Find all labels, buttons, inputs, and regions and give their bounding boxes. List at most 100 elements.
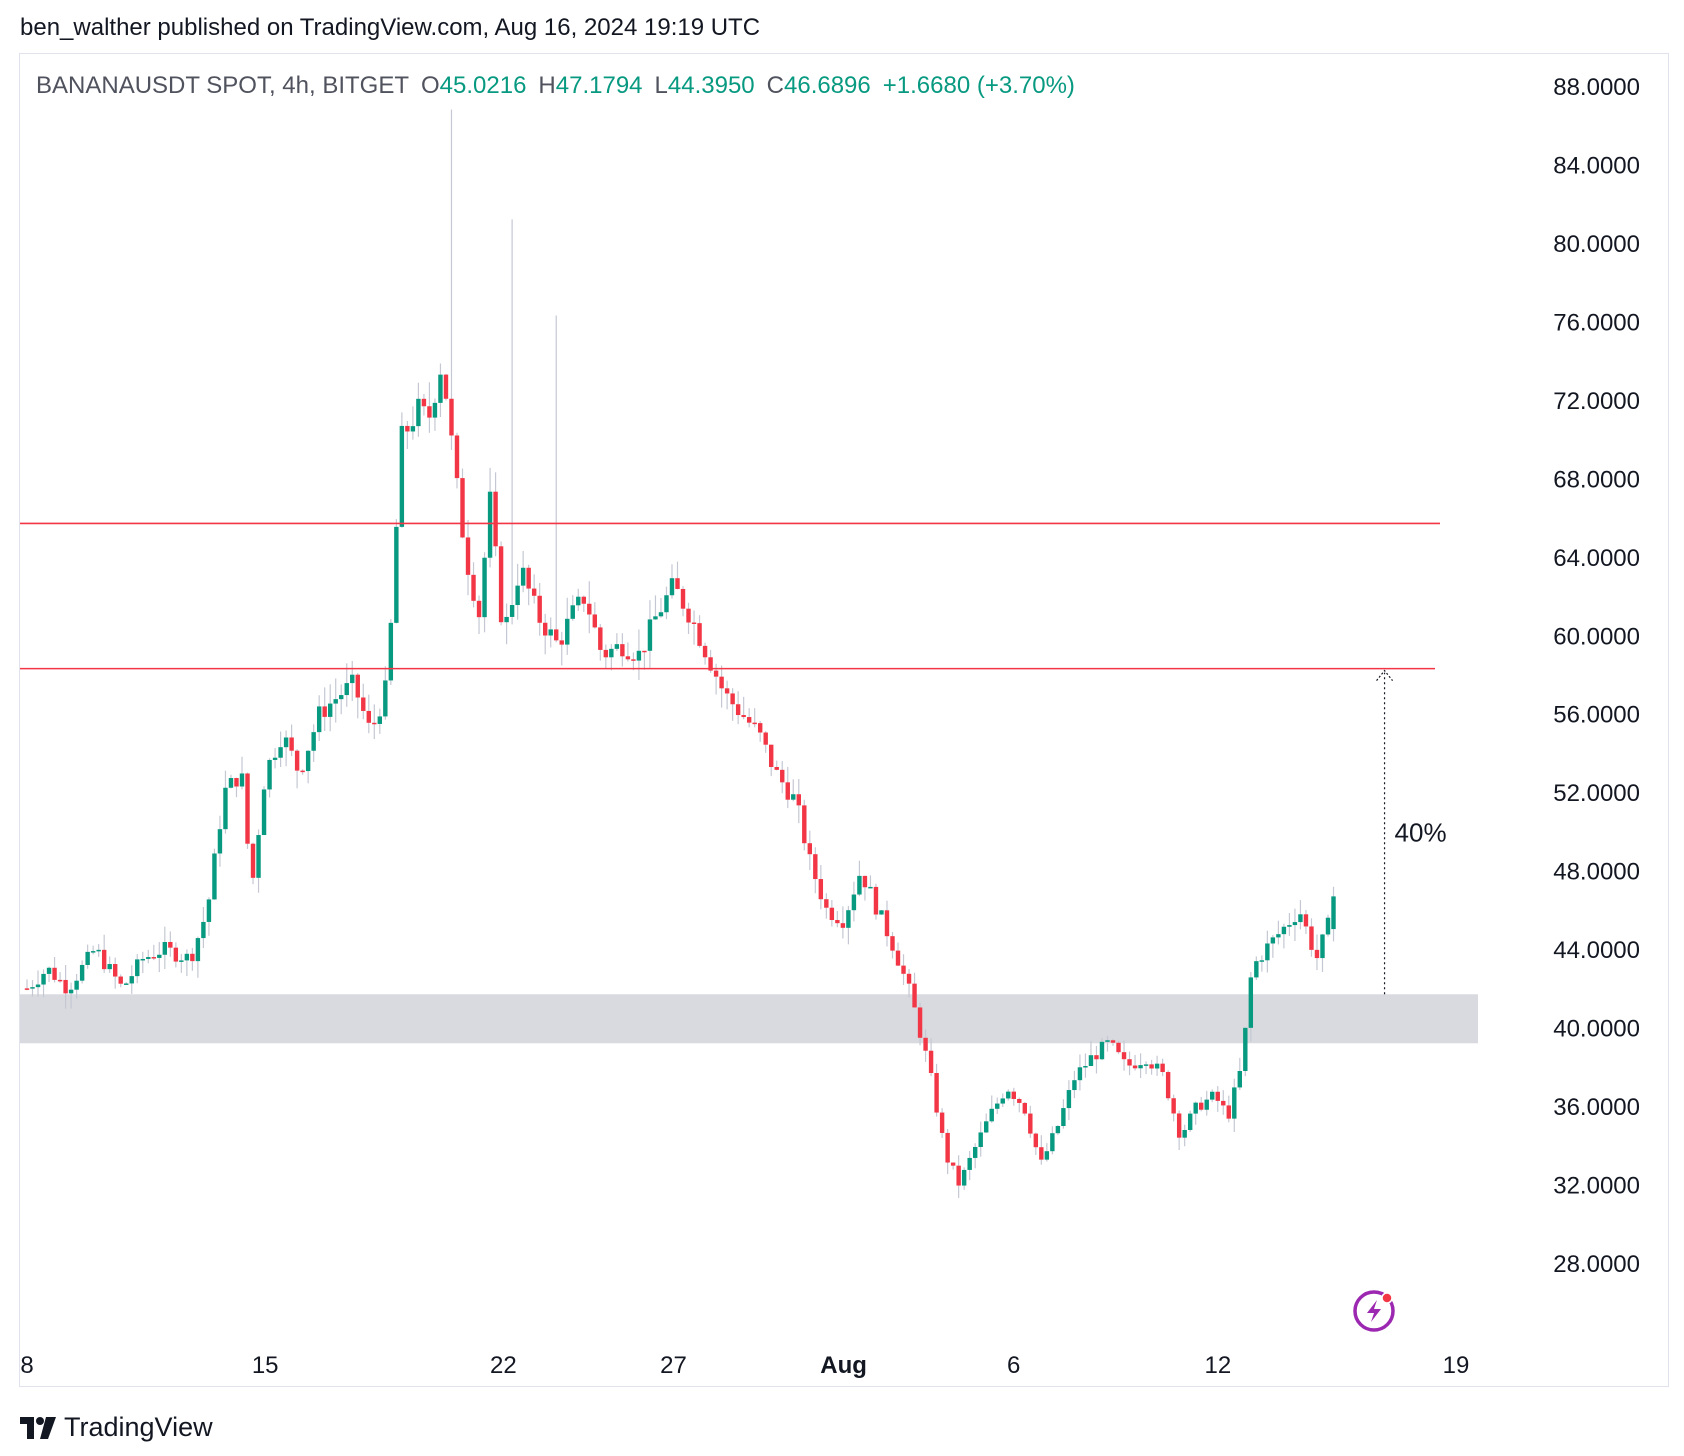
candle (592, 602, 598, 629)
candle (322, 687, 327, 731)
candle (272, 747, 278, 769)
resistance-levels-layer (20, 522, 1440, 670)
y-tick-label: 48.0000 (1553, 859, 1640, 886)
candle (620, 633, 625, 667)
candle (763, 731, 768, 753)
y-tick-label: 64.0000 (1553, 545, 1640, 572)
candle-body-down (796, 794, 801, 806)
candle (1325, 914, 1331, 937)
y-axis: 88.0000 84.0000 80.0000 76.0000 72.0000 68.00… (1553, 74, 1640, 1278)
candle (1143, 1061, 1149, 1075)
low-value: 44.3950 (667, 72, 755, 99)
chart-frame[interactable] (19, 53, 1669, 1387)
candle-body-up (217, 829, 223, 854)
candle (366, 694, 371, 734)
y-tick-label: 88.0000 (1553, 74, 1640, 101)
candle-body-down (1121, 1052, 1127, 1060)
candle-body-down (785, 782, 790, 800)
candle (57, 972, 63, 983)
candle-body-down (862, 875, 868, 888)
candle-body-down (1149, 1064, 1154, 1069)
candle (1072, 1070, 1077, 1099)
candle-body-up (388, 622, 394, 681)
candle (339, 684, 344, 715)
candle (1165, 1070, 1171, 1101)
candle-body-down (587, 603, 592, 615)
tradingview-logo[interactable]: TradingView (20, 1412, 213, 1443)
candle (928, 1038, 934, 1077)
candle (1171, 1094, 1176, 1122)
candle-body-up (961, 1169, 967, 1186)
candle (724, 680, 730, 710)
candle (465, 520, 471, 596)
close-value: 46.6896 (784, 72, 871, 99)
candle-body-up (90, 951, 96, 953)
candle (46, 966, 52, 982)
candle-body-down (173, 947, 179, 962)
candle-body-up (1099, 1041, 1105, 1060)
candle (752, 708, 757, 728)
candle (961, 1167, 967, 1190)
candle (1176, 1110, 1182, 1151)
candle-body-down (101, 949, 107, 970)
candle-body-up (30, 987, 35, 989)
candle (24, 979, 30, 991)
candle-body-down (934, 1072, 939, 1113)
candle-body-down (250, 843, 256, 878)
candle (934, 1063, 939, 1117)
candle (443, 373, 449, 401)
candle (1094, 1045, 1099, 1074)
candle-body-down (1165, 1072, 1171, 1099)
candle-body-up (316, 706, 322, 733)
candle (168, 931, 173, 957)
candle-body-up (1187, 1113, 1193, 1131)
candle-body-down (1022, 1102, 1028, 1114)
candle-body-up (68, 989, 74, 994)
lightning-icon[interactable] (1353, 1290, 1395, 1332)
candle (1039, 1135, 1044, 1165)
candle (950, 1162, 956, 1170)
candle (824, 893, 829, 919)
candle (1182, 1124, 1187, 1147)
candle-body-down (912, 983, 917, 1008)
candle-body-up (267, 759, 272, 790)
candle (454, 432, 460, 489)
candle-body-down (939, 1112, 945, 1133)
candle-body-down (724, 688, 730, 694)
candle-body-down (289, 737, 294, 751)
measure-arrow[interactable] (1376, 669, 1394, 995)
candle (333, 678, 338, 723)
candle-body-up (350, 674, 355, 684)
candle-body-down (366, 710, 371, 723)
candle-body-up (1248, 977, 1254, 1028)
candle-body-down (454, 435, 460, 479)
candle-body-down (708, 657, 713, 671)
candle (63, 965, 68, 1009)
candle-body-up (857, 875, 862, 895)
candle-body-up (972, 1146, 978, 1158)
candle-body-down (642, 650, 647, 653)
candle (1331, 886, 1336, 942)
candle (278, 731, 283, 768)
candle (691, 610, 697, 645)
candle (780, 761, 785, 794)
candle (157, 942, 162, 973)
candle (90, 945, 96, 955)
candle (206, 897, 212, 936)
candle (581, 595, 586, 612)
candle (1309, 918, 1314, 957)
candle (173, 942, 179, 968)
open-value: 45.0216 (439, 72, 527, 99)
candle-body-up (327, 703, 333, 717)
support-zone[interactable] (20, 994, 1478, 1044)
candle (1270, 935, 1276, 958)
candle-body-down (1110, 1040, 1116, 1043)
candle-body-up (377, 716, 383, 724)
candle-body-down (1171, 1098, 1176, 1114)
candle-body-down (52, 967, 57, 980)
candle (289, 724, 294, 757)
candle (305, 750, 311, 784)
candle-body-down (542, 622, 548, 636)
candle (300, 769, 305, 775)
